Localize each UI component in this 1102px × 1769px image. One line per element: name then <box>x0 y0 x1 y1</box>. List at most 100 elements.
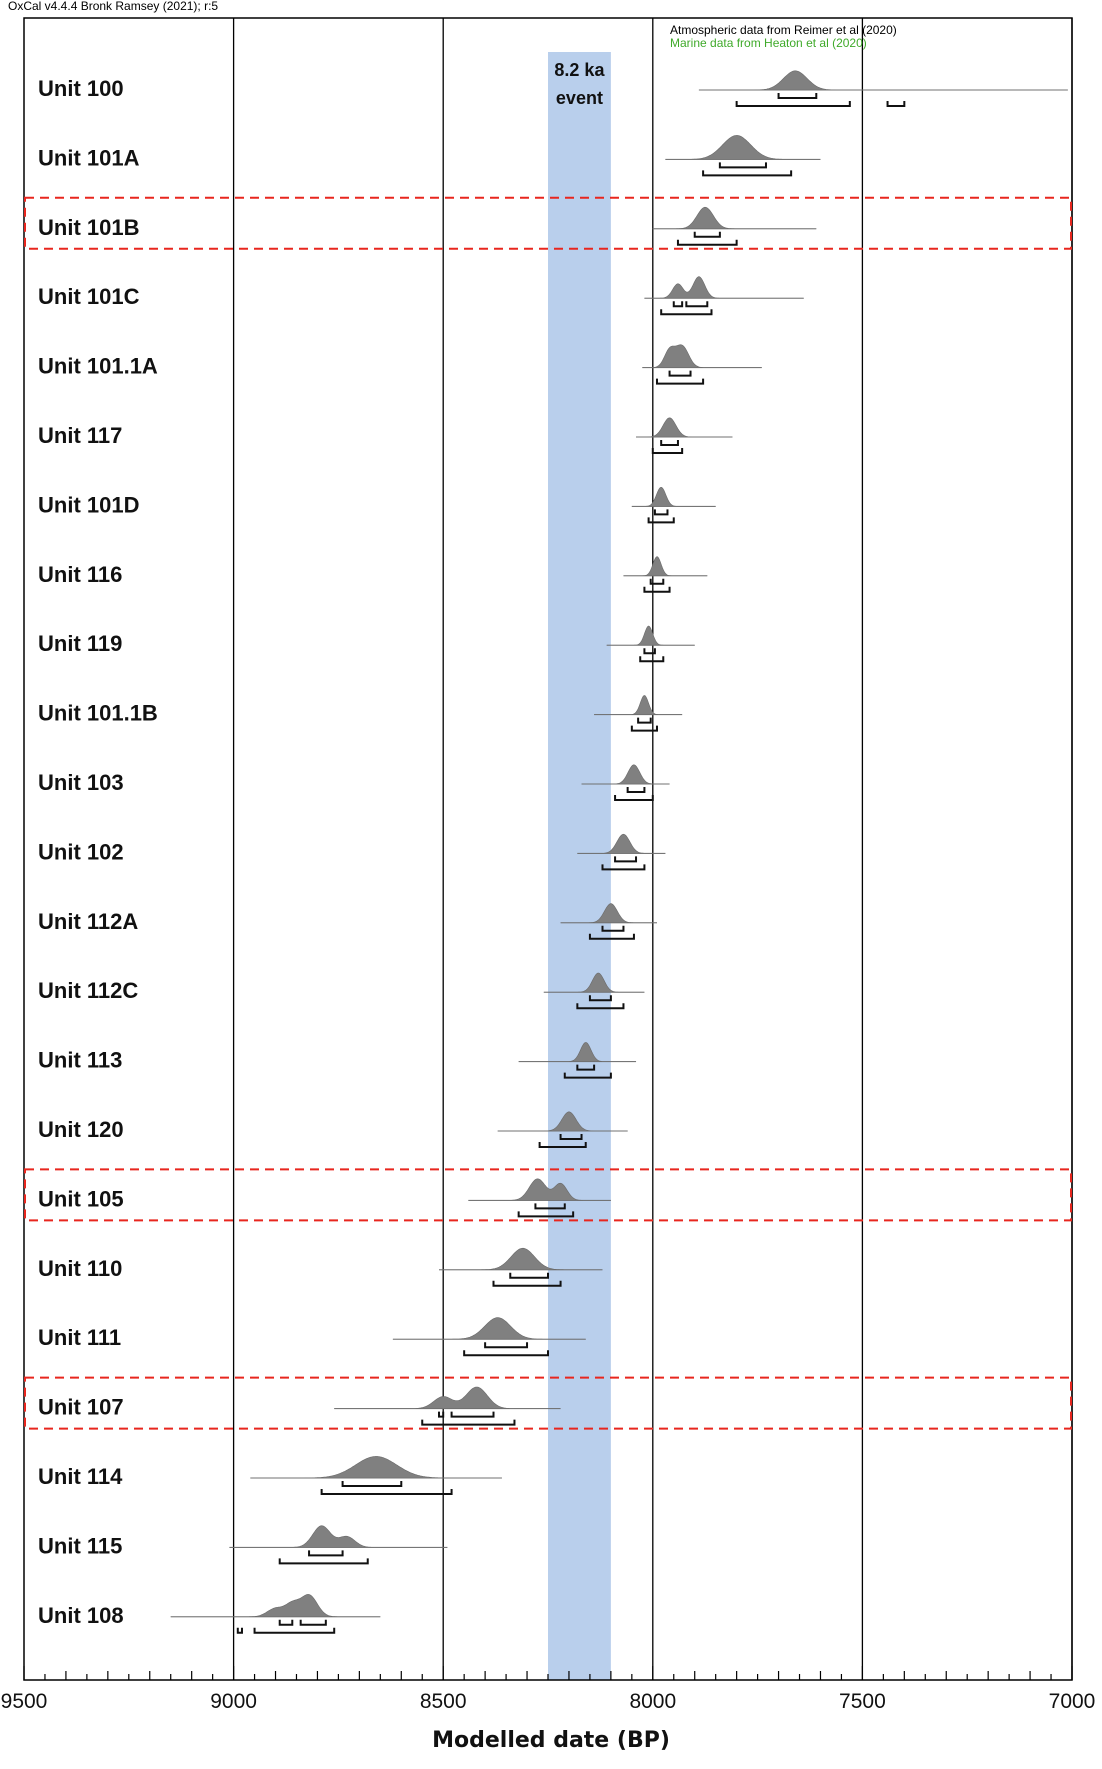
unit-label: Unit 112C <box>38 978 138 1003</box>
unit-label: Unit 101D <box>38 492 139 517</box>
range-95 <box>643 586 671 593</box>
unit-label: Unit 120 <box>38 1117 124 1142</box>
row-unit-120: Unit 120 <box>38 1111 628 1148</box>
row-unit-112c: Unit 112C <box>38 972 645 1010</box>
range-95 <box>660 309 713 316</box>
range-95 <box>676 239 738 246</box>
probability-distribution <box>577 833 666 854</box>
probability-distribution <box>392 1317 586 1340</box>
highlight-box-unit-107 <box>24 1376 1072 1430</box>
range-95 <box>651 448 684 454</box>
probability-distribution <box>229 1525 448 1548</box>
range-68 <box>509 1272 549 1279</box>
range-68 <box>576 1064 596 1071</box>
range-68 <box>672 301 684 308</box>
unit-label: Unit 112A <box>38 909 138 934</box>
unit-label: Unit 107 <box>38 1395 124 1420</box>
row-unit-112a: Unit 112A <box>38 903 657 940</box>
range-95 <box>702 170 793 177</box>
x-tick-label: 9000 <box>210 1690 257 1713</box>
row-unit-111: Unit 111 <box>38 1317 586 1357</box>
row-unit-105: Unit 105 <box>38 1178 611 1218</box>
row-unit-119: Unit 119 <box>38 625 695 663</box>
range-68 <box>484 1342 529 1349</box>
unit-label: Unit 102 <box>38 839 124 864</box>
unit-label: Unit 103 <box>38 770 124 795</box>
range-68 <box>341 1481 403 1487</box>
row-unit-116: Unit 116 <box>38 556 708 593</box>
unit-label: Unit 111 <box>38 1325 121 1350</box>
range-95 <box>236 1627 243 1634</box>
probability-distribution <box>642 344 762 368</box>
range-68 <box>614 856 638 863</box>
x-axis-title: Modelled date (BP) <box>432 1728 670 1753</box>
event-label-line2: event <box>556 88 603 108</box>
row-unit-110: Unit 110 <box>38 1247 603 1287</box>
probability-distribution <box>439 1247 603 1271</box>
row-unit-103: Unit 103 <box>38 764 670 801</box>
range-68 <box>299 1619 327 1626</box>
range-95 <box>517 1211 575 1218</box>
range-68 <box>450 1411 495 1418</box>
x-tick-label: 7000 <box>1049 1690 1096 1713</box>
range-95 <box>655 378 705 385</box>
range-95 <box>421 1419 516 1426</box>
range-95 <box>886 101 906 107</box>
probability-distribution <box>594 695 683 715</box>
probability-distribution <box>698 70 1068 91</box>
probability-distribution <box>636 417 733 438</box>
probability-distribution <box>581 764 670 785</box>
probability-distribution <box>623 556 708 577</box>
probability-distribution <box>334 1386 561 1409</box>
range-95 <box>576 1003 625 1010</box>
row-unit-101c: Unit 101C <box>38 276 804 316</box>
atmospheric-data-note: Atmospheric data from Reimer et al (2020… <box>670 23 897 37</box>
x-tick-label: 7500 <box>839 1690 886 1713</box>
range-68 <box>308 1550 344 1557</box>
probability-distribution <box>560 903 657 924</box>
row-unit-101-1b: Unit 101.1B <box>38 695 683 732</box>
range-68 <box>438 1411 445 1418</box>
row-unit-117: Unit 117 <box>38 417 733 454</box>
marine-data-note: Marine data from Heaton et al (2020) <box>670 36 867 50</box>
unit-label: Unit 108 <box>38 1603 124 1628</box>
unit-label: Unit 101B <box>38 215 139 240</box>
x-tick-label: 9500 <box>1 1690 48 1713</box>
range-68 <box>534 1203 566 1210</box>
probability-distribution <box>606 625 695 646</box>
probability-distribution <box>468 1178 611 1201</box>
range-95 <box>538 1142 587 1148</box>
range-95 <box>647 517 675 524</box>
probability-distribution <box>543 972 645 993</box>
row-unit-102: Unit 102 <box>38 833 666 871</box>
unit-label: Unit 105 <box>38 1186 124 1211</box>
event-band <box>548 52 611 1680</box>
range-68 <box>777 93 818 99</box>
range-95 <box>588 933 635 940</box>
range-95 <box>639 656 665 663</box>
range-68 <box>685 301 709 308</box>
range-68 <box>693 231 721 238</box>
unit-label: Unit 113 <box>38 1048 122 1073</box>
range-95 <box>492 1280 562 1287</box>
probability-distribution <box>518 1042 637 1062</box>
probability-distribution <box>497 1111 628 1132</box>
row-unit-101-1a: Unit 101.1A <box>38 344 762 385</box>
range-95 <box>563 1072 612 1079</box>
row-unit-101a: Unit 101A <box>38 135 821 177</box>
range-95 <box>614 795 654 801</box>
range-68 <box>588 995 612 1002</box>
event-label-line1: 8.2 ka <box>554 60 605 80</box>
oxcal-version-label: OxCal v4.4.4 Bronk Ramsey (2021); r:5 <box>8 0 219 13</box>
probability-distribution <box>665 135 821 160</box>
range-68 <box>559 1134 583 1140</box>
range-68 <box>637 717 652 724</box>
range-68 <box>649 578 665 585</box>
highlight-box-unit-105 <box>24 1168 1072 1222</box>
range-68 <box>601 925 625 932</box>
unit-label: Unit 110 <box>38 1256 122 1281</box>
range-95 <box>601 864 646 871</box>
range-95 <box>320 1489 453 1495</box>
range-68 <box>626 787 646 793</box>
row-unit-114: Unit 114 <box>38 1456 502 1495</box>
